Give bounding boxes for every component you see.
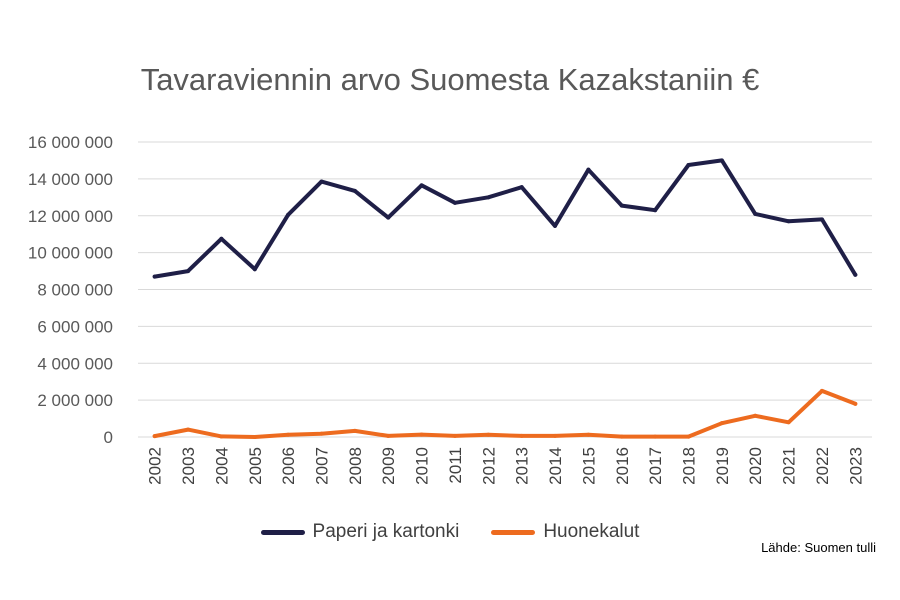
chart-title: Tavaraviennin arvo Suomesta Kazakstaniin… [140,62,760,97]
data-point [152,274,157,279]
data-point [486,432,491,437]
data-point [553,433,558,438]
x-tick-label: 2022 [813,447,832,485]
data-point [586,167,591,172]
x-tick-label: 2006 [279,447,298,485]
x-axis-labels: 2002 2003 2004 2005 2006 2007 2008 2009 2010 2011… [146,447,866,485]
y-tick-label: 6 000 000 [37,317,113,336]
data-point [386,215,391,220]
data-point [319,431,324,436]
y-tick-label: 8 000 000 [37,281,113,300]
x-tick-label: 2007 [313,447,332,485]
data-point [786,219,791,224]
data-point [719,421,724,426]
series-line-0 [152,158,858,279]
data-point [686,163,691,168]
x-tick-label: 2008 [346,447,365,485]
data-point [452,433,457,438]
x-tick-label: 2005 [246,447,265,485]
y-axis-labels: 0 2 000 000 4 000 000 6 000 000 8 000 000 10 … [28,133,113,447]
data-point [619,434,624,439]
data-point [786,420,791,425]
y-tick-label: 12 000 000 [28,207,113,226]
data-point [753,413,758,418]
data-point [819,217,824,222]
data-point [853,272,858,277]
y-tick-label: 14 000 000 [28,170,113,189]
x-tick-label: 2021 [780,447,799,485]
data-point [386,433,391,438]
series-line-1 [152,388,858,439]
legend-item-huonekalut: Huonekalut [491,521,639,543]
data-point [286,212,291,217]
data-point [252,435,257,439]
legend-swatch-huonekalut [491,529,536,535]
data-point [586,432,591,437]
x-tick-label: 2004 [212,447,231,485]
data-point [352,188,357,193]
data-point [252,267,257,272]
data-point [653,434,658,439]
x-tick-label: 2011 [446,447,465,484]
grid-lines [138,141,872,438]
x-tick-label: 2010 [413,447,432,485]
data-point [319,179,324,184]
y-tick-label: 10 000 000 [28,244,113,263]
y-tick-label: 16 000 000 [28,133,113,152]
data-point [719,158,724,163]
y-tick-label: 0 [104,428,113,447]
x-tick-label: 2013 [513,447,532,485]
data-point [686,434,691,439]
data-point [519,185,524,190]
x-tick-label: 2019 [713,447,732,485]
data-point [186,269,191,274]
data-point [186,427,191,432]
data-point [486,195,491,200]
data-point [819,388,824,393]
data-point [553,223,558,228]
x-tick-label: 2018 [680,447,699,485]
series-lines [152,158,858,439]
legend: Paperi ja kartonki Huonekalut [0,521,900,543]
source-note: Lähde: Suomen tulli [761,540,876,555]
data-point [219,236,224,241]
x-tick-label: 2015 [579,447,598,485]
data-point [619,203,624,208]
x-tick-label: 2012 [479,447,498,485]
x-tick-label: 2003 [179,447,198,485]
y-tick-label: 2 000 000 [37,391,113,410]
data-point [219,434,224,439]
data-point [653,208,658,213]
data-point [853,401,858,406]
legend-swatch-paperi [260,529,305,535]
x-tick-label: 2016 [613,447,632,485]
data-point [753,211,758,216]
y-tick-label: 4 000 000 [37,354,113,373]
legend-item-paperi: Paperi ja kartonki [260,521,460,543]
x-tick-label: 2009 [379,447,398,485]
data-point [352,428,357,433]
data-point [419,432,424,437]
x-tick-label: 2017 [646,447,665,485]
data-point [152,434,157,439]
legend-label-paperi: Paperi ja kartonki [312,521,460,542]
legend-label-huonekalut: Huonekalut [543,521,640,542]
data-point [452,200,457,205]
data-point [519,433,524,438]
data-point [419,183,424,188]
x-tick-label: 2002 [146,447,165,485]
x-tick-label: 2014 [546,447,565,485]
x-tick-label: 2023 [846,447,865,485]
data-point [286,432,291,437]
x-tick-label: 2020 [746,447,765,485]
